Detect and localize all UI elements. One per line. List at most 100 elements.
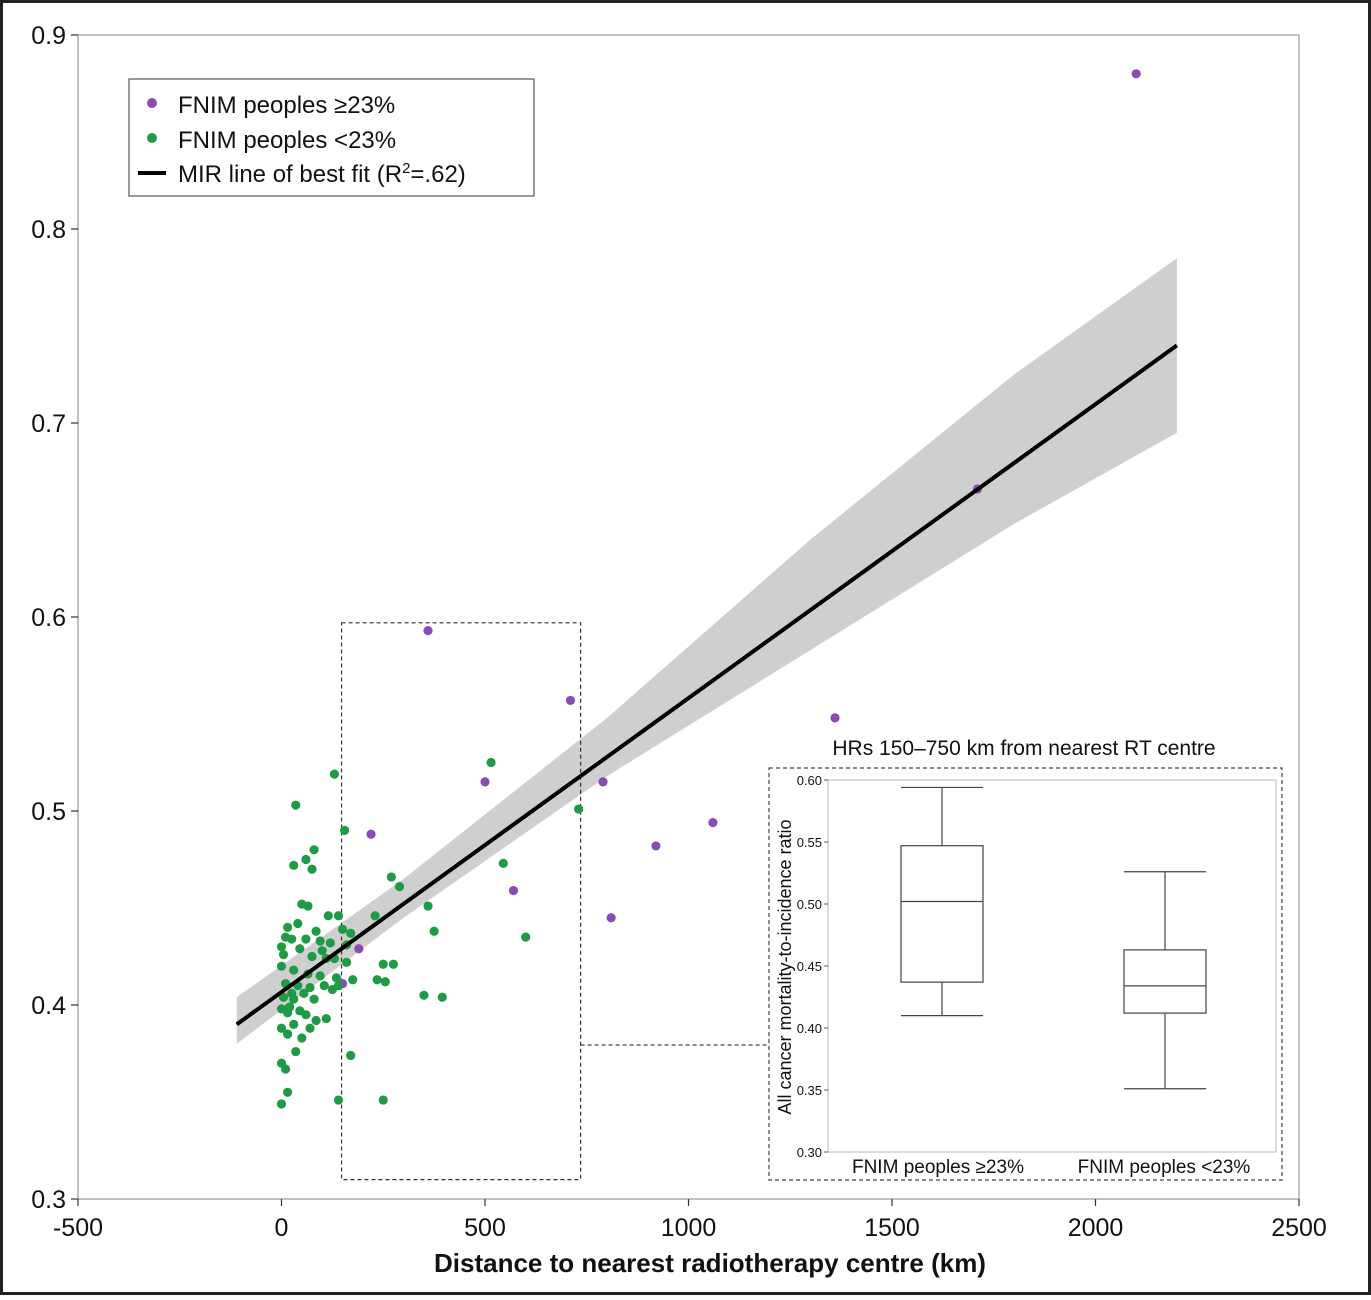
- point-fnim-low: [323, 911, 333, 921]
- point-fnim-low: [429, 926, 439, 936]
- point-fnim-low: [423, 901, 433, 911]
- inset-y-tick-label: 0.50: [797, 897, 822, 912]
- point-fnim-low: [295, 944, 305, 954]
- point-fnim-low: [291, 800, 301, 810]
- box-iqr-low: [1123, 949, 1207, 1014]
- point-fnim-low: [574, 804, 584, 814]
- point-fnim-low: [378, 1095, 388, 1105]
- x-tick-label: 2500: [1271, 1214, 1327, 1242]
- point-fnim-low: [346, 1050, 356, 1061]
- inset-y-tick-label: 0.35: [797, 1083, 822, 1098]
- point-fnim-low: [278, 949, 289, 960]
- legend-fit-tail: =.62): [410, 161, 465, 188]
- point-fnim-low: [276, 942, 287, 952]
- point-fnim-low: [289, 860, 299, 870]
- legend-fit-superscript: 2: [402, 160, 410, 177]
- point-fnim-low: [276, 961, 287, 971]
- point-fnim-low: [315, 936, 325, 946]
- inset-y-axis-ticks: 0.30 0.35 0.40 0.45 0.50 0.55 0.60: [797, 773, 828, 1160]
- point-fnim-low: [370, 911, 380, 921]
- data-points-layer: [276, 69, 1141, 1109]
- legend-label-fnim-high: FNIM peoples ≥23%: [178, 92, 395, 119]
- point-fnim-low: [299, 988, 309, 998]
- y-tick-label: 0.9: [31, 22, 66, 50]
- y-tick-label: 0.8: [31, 216, 66, 244]
- point-fnim-low: [337, 924, 348, 934]
- legend-fit-text: MIR line of best fit (R: [178, 161, 402, 188]
- point-fnim-high: [1131, 69, 1141, 79]
- point-fnim-low: [283, 1029, 293, 1039]
- point-fnim-low: [303, 901, 313, 911]
- point-fnim-low: [331, 973, 342, 983]
- point-fnim-low: [305, 1023, 315, 1033]
- point-fnim-high: [651, 841, 661, 851]
- highlight-layer: [340, 622, 582, 1181]
- point-fnim-low: [276, 1023, 287, 1033]
- point-fnim-low: [280, 1064, 291, 1074]
- inset-title: HRs 150–750 km from nearest RT centre: [832, 737, 1215, 760]
- y-tick-label: 0.3: [31, 1186, 66, 1214]
- point-fnim-low: [283, 922, 293, 933]
- point-fnim-low: [419, 990, 429, 1000]
- box-iqr-high: [900, 845, 984, 983]
- inset-boxes-layer: [900, 786, 1207, 1090]
- point-fnim-low: [348, 975, 358, 985]
- point-fnim-low: [309, 845, 319, 855]
- inset-category-label-low: FNIM peoples <23%: [1078, 1157, 1251, 1178]
- confidence-band-layer: [236, 258, 1177, 1044]
- point-fnim-high: [480, 777, 490, 787]
- inset-y-tick-label: 0.45: [797, 959, 822, 974]
- inset-y-tick-label: 0.60: [797, 773, 822, 788]
- point-fnim-high: [508, 885, 519, 896]
- legend-marker-green: [147, 133, 157, 143]
- point-fnim-low: [311, 926, 321, 936]
- legend-label-fnim-low: FNIM peoples <23%: [178, 127, 396, 154]
- point-fnim-low: [291, 1046, 301, 1057]
- point-fnim-low: [342, 957, 352, 967]
- point-fnim-high: [366, 829, 376, 839]
- point-fnim-low: [301, 854, 311, 865]
- y-tick-label: 0.7: [31, 410, 66, 438]
- point-fnim-low: [380, 977, 390, 987]
- point-fnim-low: [329, 769, 340, 779]
- point-fnim-low: [283, 1008, 293, 1018]
- point-fnim-low: [278, 992, 289, 1002]
- point-fnim-low: [309, 994, 319, 1004]
- inset-y-tick-label: 0.30: [797, 1145, 822, 1160]
- fit-line-layer: [235, 343, 1179, 1027]
- inset-category-label-high: FNIM peoples ≥23%: [852, 1157, 1024, 1178]
- point-fnim-low: [287, 934, 297, 944]
- point-fnim-low: [301, 1010, 311, 1020]
- legend-label-fit: MIR line of best fit (R2=.62): [178, 160, 466, 188]
- inset-y-axis-label: All cancer mortality-to-incidence ratio: [775, 819, 795, 1114]
- inset-y-tick-label: 0.40: [797, 1021, 822, 1036]
- y-tick-label: 0.5: [31, 798, 66, 826]
- x-tick-label: 1000: [661, 1214, 717, 1242]
- point-fnim-low: [346, 928, 356, 938]
- inset-y-tick-label: 0.55: [797, 835, 822, 850]
- y-tick-label: 0.4: [31, 992, 66, 1020]
- x-tick-label: -500: [53, 1214, 103, 1242]
- point-fnim-low: [333, 981, 344, 991]
- point-fnim-low: [289, 965, 299, 975]
- fit-line: [235, 343, 1179, 1027]
- point-fnim-low: [289, 1019, 299, 1029]
- point-fnim-low: [315, 971, 325, 981]
- legend-marker-purple: [147, 98, 157, 108]
- y-axis-ticks: 0.3 0.4 0.5 0.6 0.7 0.8 0.9: [31, 22, 78, 1214]
- highlight-range-box: [340, 622, 582, 1181]
- point-fnim-low: [339, 825, 350, 836]
- point-fnim-high: [565, 695, 576, 706]
- point-fnim-low: [498, 858, 508, 868]
- point-fnim-low: [319, 981, 329, 991]
- x-axis-ticks: -500 0 500 1000 1500 2000 2500: [53, 1199, 1327, 1242]
- point-fnim-high: [598, 777, 608, 787]
- point-fnim-low: [307, 864, 317, 874]
- point-fnim-low: [388, 959, 399, 969]
- x-tick-label: 0: [275, 1214, 289, 1242]
- y-tick-label: 0.6: [31, 604, 66, 632]
- inset-boxplot: HRs 150–750 km from nearest RT centre 0.…: [768, 737, 1283, 1181]
- main-scatter-plot: 0.30.40.50.60.70.80.9 -500 0 500 1000 1500 20…: [31, 22, 1327, 1278]
- point-fnim-low: [378, 959, 388, 969]
